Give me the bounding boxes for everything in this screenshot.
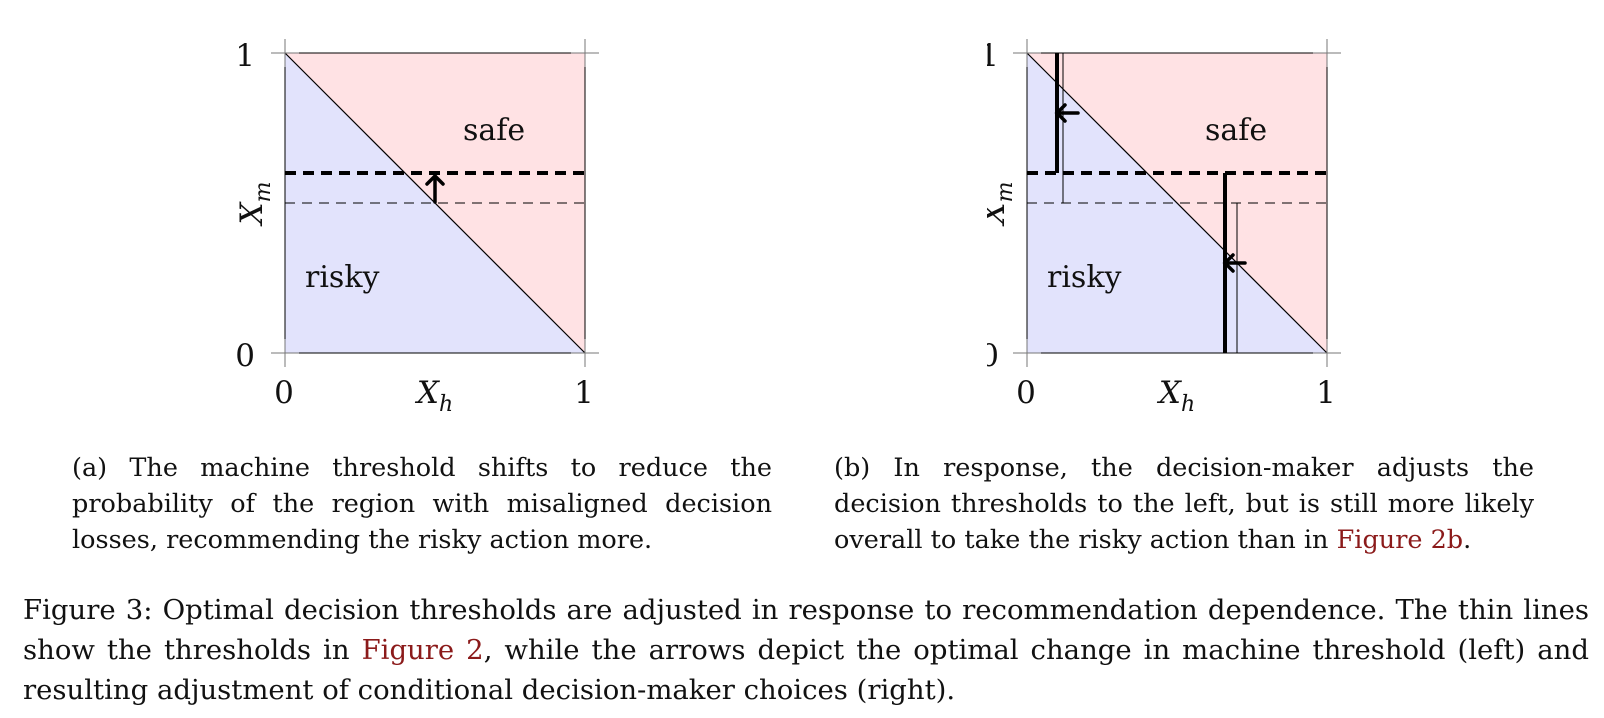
- y-axis-label: Xm: [987, 182, 1018, 227]
- y-axis-label-main: X: [987, 200, 1012, 226]
- x-axis-label: Xh: [1157, 375, 1195, 417]
- safe-label: safe: [463, 113, 525, 148]
- subfigure-a-caption: (a) The machine threshold shifts to redu…: [72, 453, 772, 555]
- tick-label-x1: 1: [1316, 375, 1336, 411]
- upper-shift-left-arrow: [1054, 103, 1080, 123]
- risky-label: risky: [305, 260, 380, 295]
- tick-label-y0: 0: [235, 338, 255, 374]
- safe-label: safe: [1205, 113, 1267, 148]
- caption-text-end: .: [1463, 525, 1472, 555]
- shift-up-arrow: [425, 173, 445, 204]
- risky-label: risky: [1047, 260, 1122, 295]
- x-axis-label-sub: h: [1181, 392, 1195, 417]
- caption-text: (b) In response, the decision-maker adju…: [834, 453, 1534, 555]
- tick-label-y1: 1: [235, 38, 255, 74]
- panel-a-plot: safe risky 1 0 0 1 Xh Xm: [225, 30, 745, 430]
- x-axis-label-main: X: [1157, 375, 1183, 411]
- subfigure-b-caption: (b) In response, the decision-maker adju…: [834, 450, 1534, 558]
- panel-a-svg: safe risky 1 0 0 1 Xh Xm: [234, 38, 599, 417]
- figure-2b-link[interactable]: Figure 2b: [1336, 525, 1464, 555]
- panel-b-plot: safe risky 1 0 0 1 Xh Xm: [976, 30, 1507, 430]
- y-axis-label-main: X: [234, 200, 270, 226]
- tick-label-x0: 0: [274, 375, 294, 411]
- tick-label-y1: 1: [987, 38, 999, 74]
- tick-marks: [1013, 39, 1341, 367]
- lower-shift-left-arrow: [1222, 253, 1247, 273]
- panel-b-svg: safe risky 1 0 0 1 Xh Xm: [976, 38, 1341, 417]
- tick-label-x0: 0: [1016, 375, 1036, 411]
- x-axis-label: Xh: [415, 375, 453, 417]
- figure-caption-text-end: , while the arrows depict the optimal ch…: [23, 634, 1589, 706]
- tick-label-x1: 1: [574, 375, 594, 411]
- x-axis-label-main: X: [415, 375, 441, 411]
- tick-marks: [271, 39, 599, 367]
- diagonal-boundary: [1026, 52, 1328, 354]
- figure-caption-text: Figure 3: Optimal decision thresholds ar…: [23, 594, 1589, 666]
- figure-caption: Figure 3: Optimal decision thresholds ar…: [23, 590, 1589, 710]
- y-axis-label: Xm: [234, 182, 276, 227]
- y-axis-label-sub: m: [993, 182, 1018, 203]
- x-axis-label-sub: h: [439, 392, 453, 417]
- figure-2-link[interactable]: Figure 2: [361, 634, 484, 666]
- tick-label-y0: 0: [987, 338, 999, 374]
- y-axis-label-sub: m: [251, 182, 276, 203]
